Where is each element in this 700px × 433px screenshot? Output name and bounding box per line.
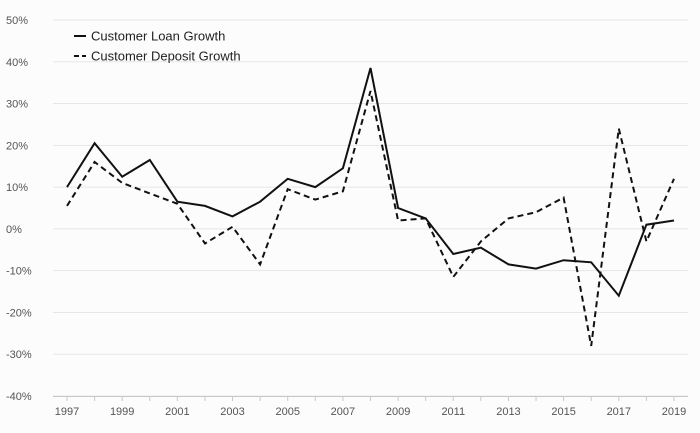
- x-tick-label: 2013: [496, 406, 520, 418]
- x-tick-label: 2015: [551, 406, 575, 418]
- y-tick-label: -30%: [6, 349, 32, 361]
- y-tick-label: -40%: [6, 391, 32, 403]
- x-axis: 1997 1999 2001 2003 2005 2007 2009 2011 2013 2015…: [53, 396, 688, 418]
- y-tick-label: 0%: [6, 224, 22, 236]
- legend: Customer Loan Growth Customer Deposit Gro…: [74, 29, 241, 64]
- x-tick-label: 2005: [275, 406, 299, 418]
- legend-label: Customer Loan Growth: [91, 29, 225, 44]
- x-tick-label: 2003: [220, 406, 244, 418]
- x-tick-label: 1997: [55, 406, 79, 418]
- gridlines: [53, 19, 688, 397]
- y-tick-label: 20%: [6, 140, 28, 152]
- y-axis: 50% 40% 30% 20% 10% 0% -10% -20% -30% -40%: [6, 15, 32, 403]
- x-tick-label: 1999: [110, 406, 134, 418]
- y-tick-label: 50%: [6, 15, 28, 27]
- y-tick-label: -10%: [6, 266, 32, 278]
- x-tick-label: 2011: [441, 406, 465, 418]
- series-line-customer-deposit-growth: [66, 90, 675, 347]
- x-tick-label: 2001: [165, 406, 189, 418]
- y-tick-label: -20%: [6, 307, 32, 319]
- series-line-customer-loan-growth: [66, 67, 675, 298]
- x-tick-label: 2019: [662, 406, 686, 418]
- y-tick-label: 30%: [6, 99, 28, 111]
- x-tick-label: 2017: [607, 406, 631, 418]
- x-tick-label: 2007: [331, 406, 355, 418]
- series-lines: [66, 67, 675, 347]
- y-tick-label: 10%: [6, 182, 28, 194]
- legend-label: Customer Deposit Growth: [91, 49, 241, 64]
- y-tick-label: 40%: [6, 57, 28, 69]
- x-tick-label: 2009: [386, 406, 410, 418]
